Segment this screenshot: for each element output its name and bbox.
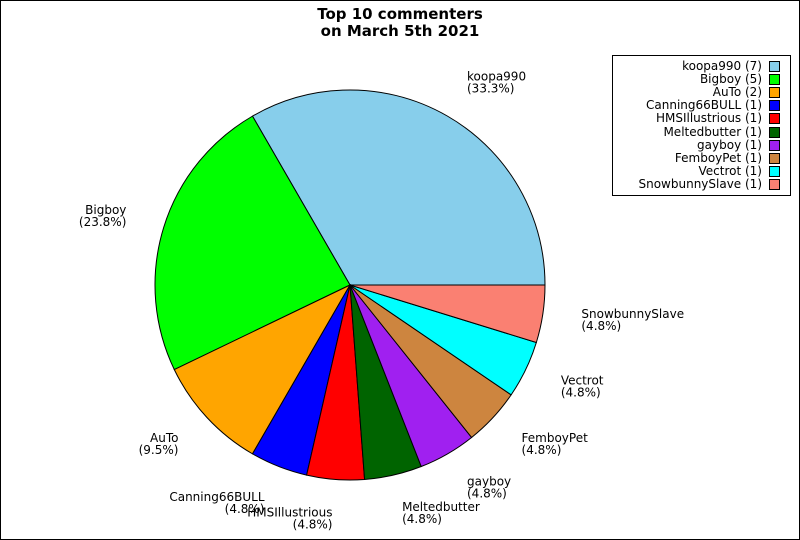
legend-label: gayboy (1): [697, 137, 762, 152]
slice-percent-koopa990: (33.3%): [467, 81, 514, 95]
slice-percent-hmsillustrious: (4.8%): [293, 517, 333, 531]
slice-label-gayboy: gayboy: [467, 475, 511, 489]
slice-label-auto: AuTo: [150, 431, 178, 445]
legend-item: FemboyPet (1): [613, 150, 780, 165]
legend-swatch: [769, 61, 780, 73]
chart-title-line-1: Top 10 commenters: [317, 5, 483, 23]
slice-percent-femboypet: (4.8%): [522, 443, 562, 457]
pie-slice-snowbunnyslave: [349, 284, 546, 344]
legend-item: gayboy (1): [613, 137, 780, 152]
legend-item: AuTo (2): [613, 86, 780, 99]
legend-label: Vectrot (1): [698, 163, 763, 178]
pie-slice-bigboy: [154, 115, 351, 371]
chart-title: Top 10 commenters on March 5th 2021: [1, 6, 799, 40]
legend-label: SnowbunnySlave (1): [638, 176, 762, 191]
legend-swatch: [769, 126, 780, 138]
legend-label: AuTo (2): [712, 85, 762, 100]
slice-label-bigboy: Bigboy: [85, 203, 126, 217]
legend-swatch: [769, 165, 780, 177]
pie-slice-auto: [173, 283, 352, 455]
slice-percent-meltedbutter: (4.8%): [402, 512, 442, 526]
legend-label: Canning66BULL (1): [646, 98, 762, 113]
legend-swatch: [769, 100, 780, 112]
legend-item: Vectrot (1): [613, 163, 780, 178]
legend-swatch: [769, 87, 780, 99]
legend-swatch: [769, 113, 780, 125]
slice-percent-gayboy: (4.8%): [467, 487, 507, 501]
slice-label-hmsillustrious: HMSIllustrious: [247, 505, 332, 519]
slice-label-canning66bull: Canning66BULL: [169, 490, 264, 504]
legend-item: HMSIllustrious (1): [613, 112, 780, 125]
slice-label-koopa990: koopa990: [467, 69, 526, 83]
legend-swatch: [769, 74, 780, 86]
legend-item: koopa990 (7): [613, 60, 780, 73]
slice-label-vectrot: Vectrot: [561, 374, 604, 388]
legend-item: SnowbunnySlave (1): [613, 176, 780, 191]
legend-label: koopa990 (7): [682, 59, 762, 74]
slice-label-meltedbutter: Meltedbutter: [402, 500, 480, 514]
legend-label: FemboyPet (1): [674, 150, 762, 165]
slice-percent-auto: (9.5%): [139, 443, 179, 457]
slice-percent-snowbunnyslave: (4.8%): [581, 319, 621, 333]
legend-label: Bigboy (5): [699, 72, 762, 87]
legend-label: Meltedbutter (1): [663, 124, 762, 139]
legend-item: Canning66BULL (1): [613, 99, 780, 112]
legend-item: Bigboy (5): [613, 73, 780, 86]
pie-slice-koopa990: [251, 89, 546, 286]
slice-percent-canning66bull: (4.8%): [225, 502, 265, 516]
slice-label-snowbunnyslave: SnowbunnySlave: [581, 307, 684, 321]
chart-legend: koopa990 (7) Bigboy (5) AuTo (2) Canning66B…: [612, 55, 791, 196]
slice-label-femboypet: FemboyPet: [522, 431, 589, 445]
slice-percent-bigboy: (23.8%): [79, 215, 126, 229]
legend-item: Meltedbutter (1): [613, 125, 780, 138]
legend-label: HMSIllustrious (1): [655, 111, 762, 126]
legend-swatch: [769, 178, 780, 190]
chart-title-line-2: on March 5th 2021: [320, 22, 480, 40]
legend-swatch: [769, 139, 780, 151]
slice-percent-vectrot: (4.8%): [561, 386, 601, 400]
legend-swatch: [769, 152, 780, 164]
